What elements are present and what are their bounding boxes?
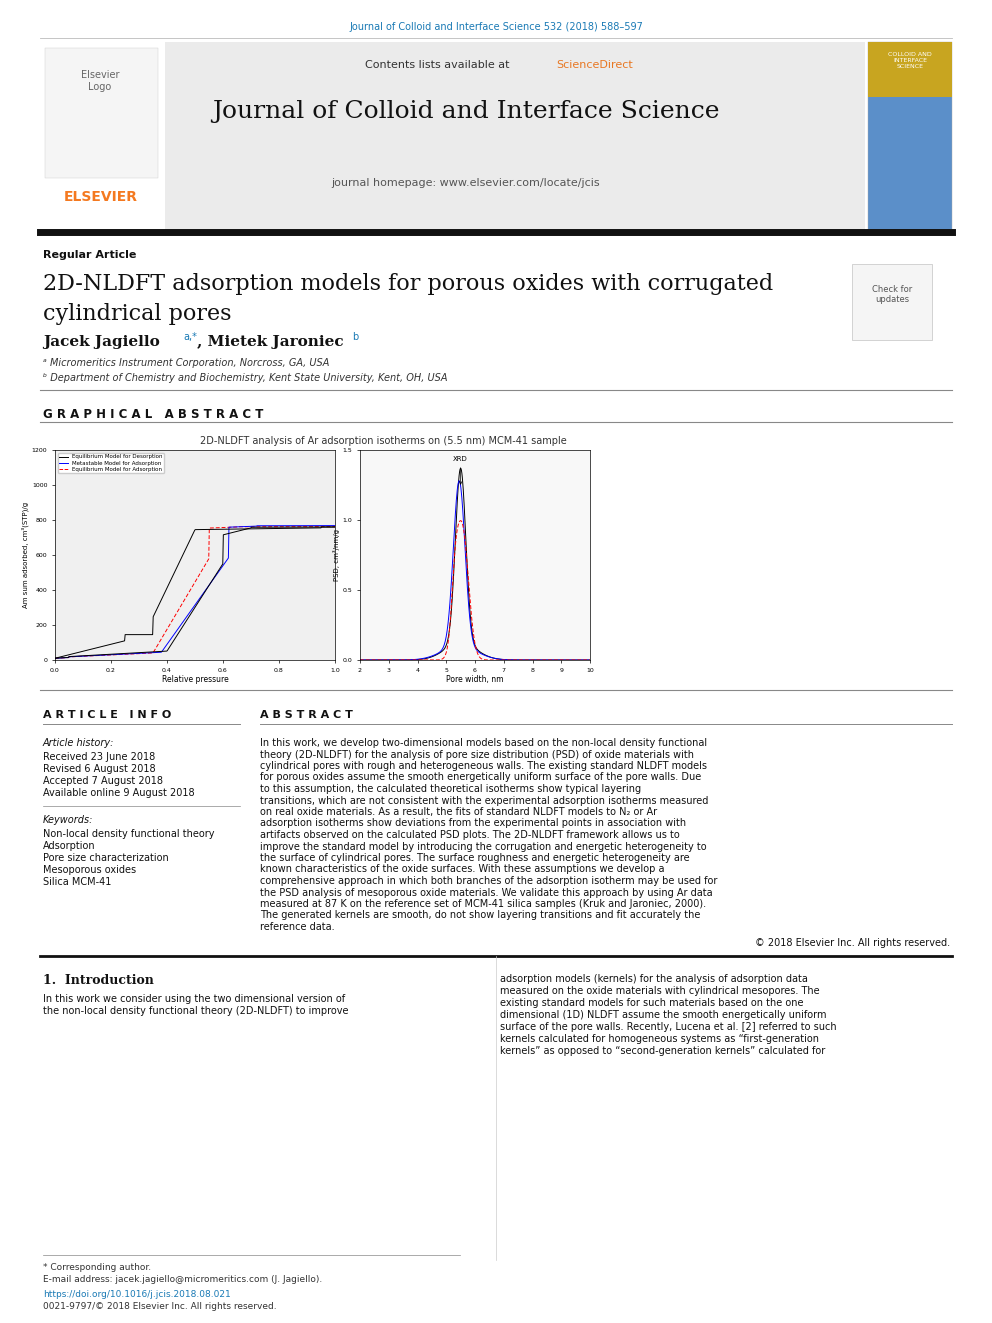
Text: the surface of cylindrical pores. The surface roughness and energetic heterogene: the surface of cylindrical pores. The su… [260,853,689,863]
X-axis label: Relative pressure: Relative pressure [162,676,228,684]
Text: transitions, which are not consistent with the experimental adsorption isotherms: transitions, which are not consistent wi… [260,795,708,806]
Y-axis label: Am sum adsorbed, cm³(STP)/g: Am sum adsorbed, cm³(STP)/g [22,501,29,609]
Text: E-mail address: jacek.jagiello@micromeritics.com (J. Jagiello).: E-mail address: jacek.jagiello@micromeri… [43,1275,322,1285]
X-axis label: Pore width, nm: Pore width, nm [446,676,504,684]
Text: 1.  Introduction: 1. Introduction [43,974,154,987]
Text: 2D-NLDFT adsorption models for porous oxides with corrugated: 2D-NLDFT adsorption models for porous ox… [43,273,773,295]
Text: theory (2D-NLDFT) for the analysis of pore size distribution (PSD) of oxide mate: theory (2D-NLDFT) for the analysis of po… [260,750,694,759]
Text: Adsorption: Adsorption [43,841,95,851]
Text: https://doi.org/10.1016/j.jcis.2018.08.021: https://doi.org/10.1016/j.jcis.2018.08.0… [43,1290,231,1299]
Text: measured at 87 K on the reference set of MCM-41 silica samples (Kruk and Jaronie: measured at 87 K on the reference set of… [260,900,706,909]
Text: cylindrical pores: cylindrical pores [43,303,231,325]
Text: the non-local density functional theory (2D-NLDFT) to improve: the non-local density functional theory … [43,1005,348,1016]
Text: adsorption models (kernels) for the analysis of adsorption data: adsorption models (kernels) for the anal… [500,974,807,983]
Text: A R T I C L E   I N F O: A R T I C L E I N F O [43,710,172,720]
Text: Revised 6 August 2018: Revised 6 August 2018 [43,763,156,774]
Text: In this work we consider using the two dimensional version of: In this work we consider using the two d… [43,994,345,1004]
Text: comprehensive approach in which both branches of the adsorption isotherm may be : comprehensive approach in which both bra… [260,876,717,886]
Text: kernels” as opposed to “second-generation kernels” calculated for: kernels” as opposed to “second-generatio… [500,1045,825,1056]
Bar [165,42,865,230]
Text: XRD: XRD [453,456,468,484]
Text: cylindrical pores with rough and heterogeneous walls. The existing standard NLDF: cylindrical pores with rough and heterog… [260,761,707,771]
Text: b: b [352,332,358,343]
Text: , Mietek Jaroniec: , Mietek Jaroniec [197,335,343,349]
Text: © 2018 Elsevier Inc. All rights reserved.: © 2018 Elsevier Inc. All rights reserved… [755,938,950,947]
Bar [868,42,952,97]
Text: ᵇ Department of Chemistry and Biochemistry, Kent State University, Kent, OH, USA: ᵇ Department of Chemistry and Biochemist… [43,373,447,382]
Bar [852,265,932,340]
Text: journal homepage: www.elsevier.com/locate/jcis: journal homepage: www.elsevier.com/locat… [331,179,600,188]
Text: Elsevier
Logo: Elsevier Logo [80,70,119,91]
Text: on real oxide materials. As a result, the fits of standard NLDFT models to N₂ or: on real oxide materials. As a result, th… [260,807,657,818]
Text: measured on the oxide materials with cylindrical mesopores. The: measured on the oxide materials with cyl… [500,986,819,995]
Text: artifacts observed on the calculated PSD plots. The 2D-NLDFT framework allows us: artifacts observed on the calculated PSD… [260,830,680,840]
Text: 0021-9797/© 2018 Elsevier Inc. All rights reserved.: 0021-9797/© 2018 Elsevier Inc. All right… [43,1302,277,1311]
Text: Pore size characterization: Pore size characterization [43,853,169,863]
Bar [40,42,165,230]
Text: Journal of Colloid and Interface Science 532 (2018) 588–597: Journal of Colloid and Interface Science… [349,22,643,32]
Text: Non-local density functional theory: Non-local density functional theory [43,830,214,839]
Text: 2D-NLDFT analysis of Ar adsorption isotherms on (5.5 nm) MCM-41 sample: 2D-NLDFT analysis of Ar adsorption isoth… [200,437,566,446]
Text: known characteristics of the oxide surfaces. With these assumptions we develop a: known characteristics of the oxide surfa… [260,864,665,875]
Bar [45,48,158,179]
Text: Mesoporous oxides: Mesoporous oxides [43,865,136,875]
Text: existing standard models for such materials based on the one: existing standard models for such materi… [500,998,804,1008]
Text: * Corresponding author.: * Corresponding author. [43,1263,151,1271]
Text: Keywords:: Keywords: [43,815,93,826]
Text: Jacek Jagiello: Jacek Jagiello [43,335,160,349]
Bar [868,42,952,230]
Text: kernels calculated for homogeneous systems as “first-generation: kernels calculated for homogeneous syste… [500,1033,819,1044]
Text: A B S T R A C T: A B S T R A C T [260,710,353,720]
Text: ScienceDirect: ScienceDirect [556,60,633,70]
Text: Check for
updates: Check for updates [872,284,912,304]
Text: In this work, we develop two-dimensional models based on the non-local density f: In this work, we develop two-dimensional… [260,738,707,747]
Text: Journal of Colloid and Interface Science: Journal of Colloid and Interface Science [212,101,720,123]
Text: Article history:: Article history: [43,738,114,747]
Text: COLLOID AND
INTERFACE
SCIENCE: COLLOID AND INTERFACE SCIENCE [888,52,931,69]
Text: Contents lists available at: Contents lists available at [365,60,513,70]
Text: Silica MCM-41: Silica MCM-41 [43,877,111,886]
Text: reference data.: reference data. [260,922,334,931]
Y-axis label: PSD, cm³/nm/g: PSD, cm³/nm/g [333,529,340,581]
Text: adsorption isotherms show deviations from the experimental points in association: adsorption isotherms show deviations fro… [260,819,686,828]
Text: ᵃ Micromeritics Instrument Corporation, Norcross, GA, USA: ᵃ Micromeritics Instrument Corporation, … [43,359,329,368]
Text: for porous oxides assume the smooth energetically uniform surface of the pore wa: for porous oxides assume the smooth ener… [260,773,701,782]
Text: Received 23 June 2018: Received 23 June 2018 [43,751,156,762]
Text: surface of the pore walls. Recently, Lucena et al. [2] referred to such: surface of the pore walls. Recently, Luc… [500,1021,836,1032]
Text: Accepted 7 August 2018: Accepted 7 August 2018 [43,777,163,786]
Text: a,*: a,* [183,332,196,343]
Text: ELSEVIER: ELSEVIER [64,191,138,204]
Legend: Equilibrium Model for Desorption, Metastable Model for Adsorption, Equilibrium M: Equilibrium Model for Desorption, Metast… [58,452,165,474]
Text: to this assumption, the calculated theoretical isotherms show typical layering: to this assumption, the calculated theor… [260,785,641,794]
Text: improve the standard model by introducing the corrugation and energetic heteroge: improve the standard model by introducin… [260,841,706,852]
Text: G R A P H I C A L   A B S T R A C T: G R A P H I C A L A B S T R A C T [43,407,263,421]
Text: Regular Article: Regular Article [43,250,136,261]
Text: The generated kernels are smooth, do not show layering transitions and fit accur: The generated kernels are smooth, do not… [260,910,700,921]
Text: the PSD analysis of mesoporous oxide materials. We validate this approach by usi: the PSD analysis of mesoporous oxide mat… [260,888,712,897]
Text: dimensional (1D) NLDFT assume the smooth energetically uniform: dimensional (1D) NLDFT assume the smooth… [500,1009,826,1020]
Text: Available online 9 August 2018: Available online 9 August 2018 [43,789,194,798]
